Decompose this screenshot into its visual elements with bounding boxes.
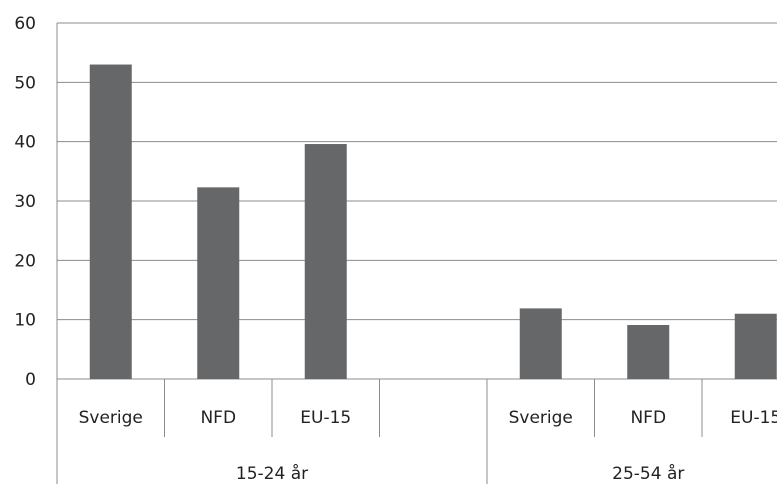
bar	[197, 187, 239, 379]
group-label: 15-24 år	[236, 463, 308, 484]
bar	[520, 308, 562, 379]
y-tick-label: 0	[25, 370, 36, 390]
group-label: 25-54 år	[612, 463, 684, 484]
category-label: EU-15	[300, 408, 351, 428]
y-tick-label: 10	[14, 311, 36, 331]
y-tick-label: 30	[14, 192, 36, 212]
category-label: NFD	[630, 408, 666, 428]
y-tick-label: 40	[14, 133, 36, 153]
y-tick-label: 50	[14, 73, 36, 93]
bar	[735, 314, 777, 379]
bar	[627, 325, 669, 379]
category-label: EU-15	[730, 408, 777, 428]
y-tick-label: 60	[14, 14, 36, 34]
y-tick-label: 20	[14, 251, 36, 271]
bar	[305, 144, 347, 379]
category-label: Sverige	[509, 408, 573, 428]
category-label: NFD	[200, 408, 236, 428]
category-label: Sverige	[79, 408, 143, 428]
bar	[90, 65, 132, 379]
